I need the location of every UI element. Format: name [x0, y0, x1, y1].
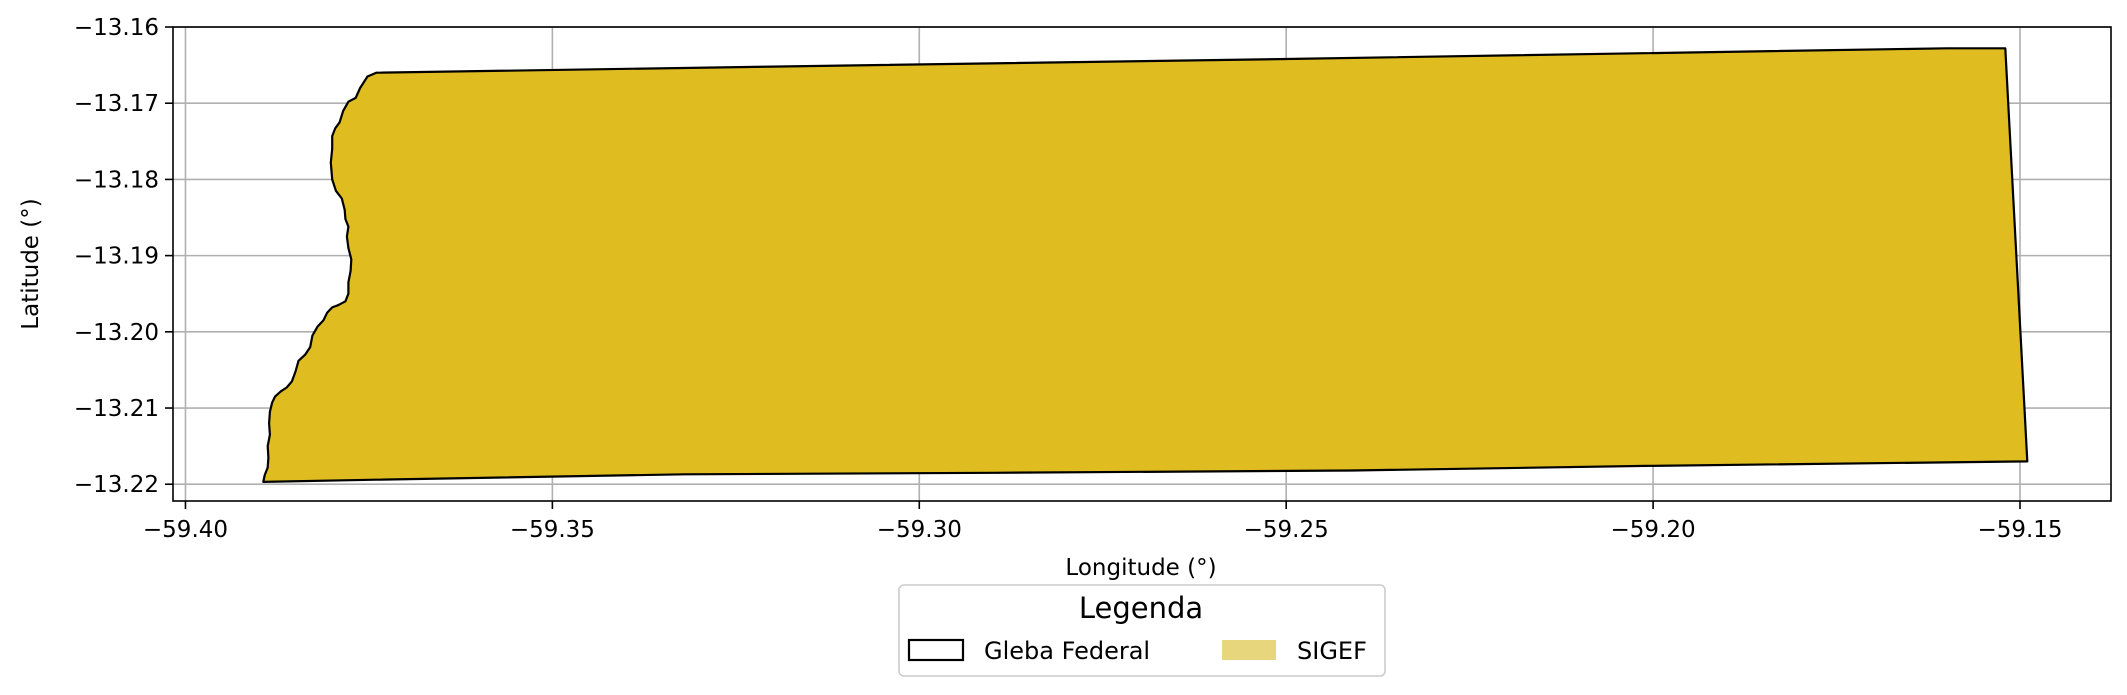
plot-frame	[172, 26, 2112, 502]
x-tick-label: −59.35	[510, 517, 595, 543]
legend-label-sigef: SIGEF	[1297, 637, 1367, 665]
y-axis-label: Latitude (°)	[18, 198, 44, 329]
legend: Legenda Gleba Federal SIGEF	[898, 584, 1386, 677]
y-tick-label: −13.19	[74, 244, 159, 270]
y-tick-label: −13.16	[74, 15, 159, 41]
x-tick-label: −59.40	[143, 517, 228, 543]
x-tick-label: −59.30	[877, 517, 962, 543]
x-axis-label: Longitude (°)	[1065, 555, 1216, 581]
x-tick-label: −59.15	[1977, 517, 2062, 543]
y-tick-label: −13.21	[74, 396, 159, 422]
y-tick-label: −13.17	[74, 91, 159, 117]
legend-swatch-gleba-federal	[907, 638, 965, 662]
y-axis-ticks: −13.16 −13.17 −13.18 −13.19 −13.20 −13.21 −13.…	[74, 15, 173, 498]
x-axis-ticks: −59.40 −59.35 −59.30 −59.25 −59.20 −59.15	[143, 501, 2063, 543]
legend-title: Legenda	[1079, 591, 1203, 625]
legend-label-gleba-federal: Gleba Federal	[984, 637, 1150, 665]
y-tick-label: −13.20	[74, 320, 159, 346]
legend-swatch-sigef	[1222, 640, 1276, 660]
x-tick-label: −59.20	[1611, 517, 1696, 543]
x-tick-label: −59.25	[1244, 517, 1329, 543]
gleba-polygon	[262, 47, 2029, 483]
y-tick-label: −13.18	[74, 167, 159, 193]
y-tick-label: −13.22	[74, 472, 159, 498]
